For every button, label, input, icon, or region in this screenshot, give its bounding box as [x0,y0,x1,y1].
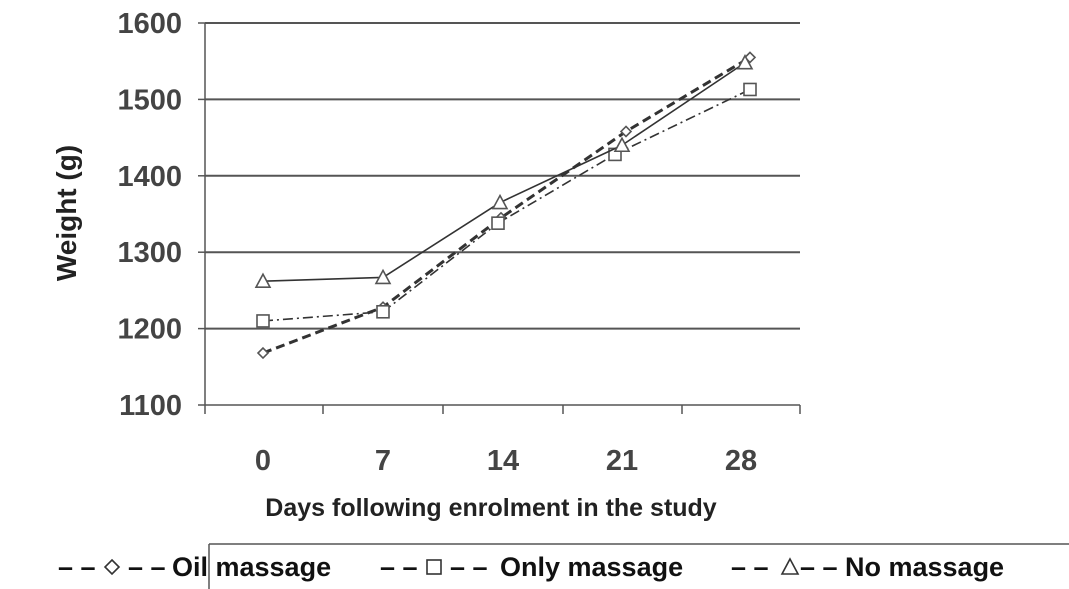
data-point-triangle [613,136,631,153]
legend-item: – – – – Oil massage [58,552,331,582]
data-point-square [743,82,757,97]
legend-dash-prefix: – – [380,552,418,582]
x-tick-label: 0 [255,445,271,477]
y-tick-label: 1600 [117,8,182,40]
series-only-massage [256,82,757,328]
data-point-square [256,314,270,328]
y-tick-labels: 1100 1200 1300 1400 1500 1600 [117,8,182,422]
diamond-icon [103,558,121,576]
x-axis-ticks [198,22,801,414]
y-tick-label: 1300 [117,237,182,269]
data-point-square [491,216,505,230]
legend-label: Only massage [500,552,683,582]
x-tick-label: 28 [725,445,757,477]
series-line [262,88,751,322]
legend-label: Oil massage [172,552,331,582]
legend: – – – – Oil massage – – – – Only massage – – – … [58,543,1069,589]
series-line [262,56,751,355]
series-no-massage [254,54,754,289]
x-tick-label: 7 [375,445,391,477]
legend-item: – – – – No massage [731,552,1004,582]
y-tick-label: 1500 [117,84,182,116]
y-axis-title: Weight (g) [51,145,82,281]
legend-dash-prefix: – – [58,552,96,582]
legend-dash-prefix: – – [731,552,769,582]
data-point-triangle [254,272,272,289]
y-tick-label: 1400 [117,161,182,193]
x-tick-labels: 0 7 14 21 28 [255,445,757,477]
triangle-icon [780,557,800,575]
series-layer [254,51,757,360]
grid-lines [205,22,800,330]
data-point-triangle [491,193,509,210]
legend-item: – – – – Only massage [380,552,683,582]
x-tick-label: 14 [487,445,519,477]
data-point-square [376,304,390,319]
legend-dash-suffix: – – [128,552,166,582]
y-tick-label: 1100 [119,390,182,422]
legend-dash-suffix: – – [450,552,488,582]
data-point-diamond [256,346,270,360]
data-point-diamond [619,125,633,138]
x-tick-label: 21 [606,445,638,477]
y-tick-label: 1200 [117,314,182,346]
data-point-triangle [374,268,392,285]
legend-label: No massage [845,552,1004,582]
x-axis-title: Days following enrolment in the study [265,494,717,522]
series-line [262,62,746,283]
data-point-triangle [736,54,754,70]
legend-dash-suffix: – – [800,552,838,582]
legend-items: – – – – Oil massage – – – – Only massage – – – … [58,552,1004,582]
square-icon [426,559,442,575]
series-oil-massage [256,51,757,360]
